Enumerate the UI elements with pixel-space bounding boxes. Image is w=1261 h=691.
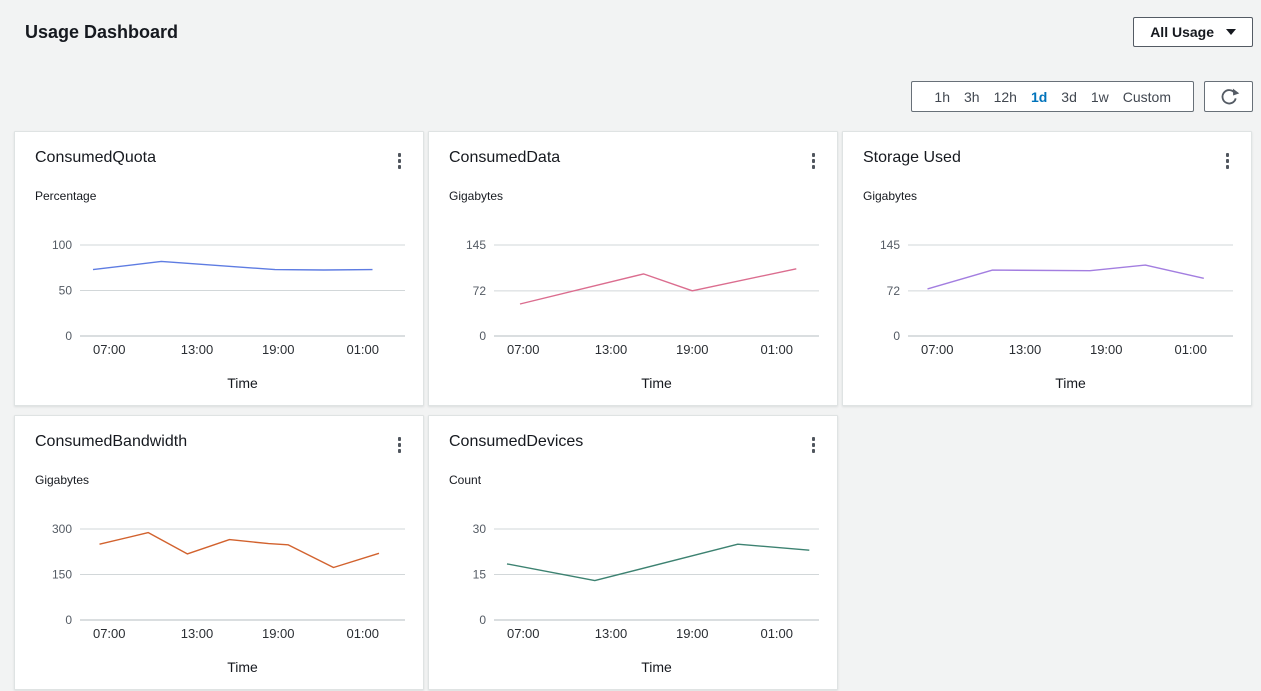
chart-card: ConsumedData Gigabytes 0 72 145 07:00 13:00 1… — [428, 131, 838, 406]
chart-xaxis-label: Time — [641, 374, 672, 391]
x-tick-label: 07:00 — [93, 626, 126, 641]
x-tick-label: 07:00 — [921, 342, 954, 357]
data-series-line — [92, 260, 373, 271]
chart-unit-label: Percentage — [35, 188, 97, 203]
y-tick-label: 0 — [65, 613, 72, 627]
time-range-1h[interactable]: 1h — [927, 89, 957, 105]
y-tick-label: 0 — [479, 329, 486, 343]
y-tick-label: 0 — [893, 329, 900, 343]
chart-title: ConsumedBandwidth — [35, 433, 188, 450]
y-tick-label: 50 — [59, 283, 73, 297]
time-range-1w[interactable]: 1w — [1084, 89, 1116, 105]
all-usage-dropdown-label: All Usage — [1150, 24, 1214, 40]
chart-card: ConsumedQuota Percentage 0 50 100 07:00 13:0… — [14, 131, 424, 406]
chart-card-header: ConsumedData — [449, 148, 817, 173]
data-series-line — [99, 531, 380, 568]
y-tick-label: 15 — [473, 567, 487, 581]
chart-unit-label: Gigabytes — [35, 472, 90, 487]
chart-card-header: ConsumedQuota — [35, 148, 403, 173]
data-series-line — [519, 267, 797, 305]
chart-unit-label: Count — [449, 472, 482, 487]
x-tick-label: 19:00 — [676, 626, 709, 641]
refresh-button[interactable] — [1204, 81, 1253, 112]
chart-canvas: 0 72 145 07:00 13:00 19:00 01:00 — [880, 238, 1233, 357]
y-tick-label: 145 — [880, 238, 900, 252]
x-tick-label: 19:00 — [262, 626, 295, 641]
chart-card: ConsumedDevices Count 0 15 30 07:00 13:00 19:… — [428, 415, 838, 690]
chart-title: ConsumedQuota — [35, 149, 156, 166]
x-tick-label: 01:00 — [760, 342, 793, 357]
page-title: Usage Dashboard — [25, 22, 179, 42]
x-tick-label: 19:00 — [1090, 342, 1123, 357]
chart-title: ConsumedDevices — [449, 433, 584, 450]
x-tick-label: 19:00 — [262, 342, 295, 357]
y-tick-label: 150 — [52, 567, 72, 581]
x-tick-label: 07:00 — [93, 342, 126, 357]
chart-title: Storage Used — [863, 149, 961, 166]
y-tick-label: 72 — [473, 283, 487, 297]
y-tick-label: 0 — [65, 329, 72, 343]
kebab-menu-icon[interactable] — [396, 149, 404, 173]
chart-unit-label: Gigabytes — [863, 188, 918, 203]
x-tick-label: 07:00 — [507, 342, 540, 357]
data-series-line — [927, 263, 1204, 290]
x-tick-label: 01:00 — [346, 626, 379, 641]
time-range-12h[interactable]: 12h — [987, 89, 1024, 105]
chart-canvas: 0 50 100 07:00 13:00 19:00 01:00 — [52, 238, 405, 357]
time-range-3h[interactable]: 3h — [957, 89, 987, 105]
chart-card: ConsumedBandwidth Gigabytes 0 150 300 07:00… — [14, 415, 424, 690]
chart-canvas: 0 15 30 07:00 13:00 19:00 01:00 — [473, 522, 819, 641]
chart-xaxis-label: Time — [227, 658, 258, 675]
kebab-menu-icon[interactable] — [810, 433, 818, 457]
chart-card-header: Storage Used — [863, 148, 1231, 173]
chart-unit-label: Gigabytes — [449, 188, 504, 203]
chart-title: ConsumedData — [449, 149, 561, 166]
chart-card: Storage Used Gigabytes 0 72 145 07:00 13:00 1… — [842, 131, 1252, 406]
x-tick-label: 01:00 — [346, 342, 379, 357]
time-range-1d[interactable]: 1d — [1024, 89, 1054, 105]
x-tick-label: 01:00 — [760, 626, 793, 641]
time-range-custom[interactable]: Custom — [1116, 89, 1178, 105]
kebab-menu-icon[interactable] — [810, 149, 818, 173]
chart-card-header: ConsumedDevices — [449, 432, 817, 457]
chart-card-header: ConsumedBandwidth — [35, 432, 403, 457]
x-tick-label: 13:00 — [595, 342, 628, 357]
chevron-down-icon — [1226, 29, 1236, 35]
x-tick-label: 13:00 — [595, 626, 628, 641]
y-tick-label: 72 — [887, 283, 901, 297]
refresh-icon — [1221, 88, 1239, 104]
y-tick-label: 300 — [52, 522, 72, 536]
y-tick-label: 30 — [473, 522, 487, 536]
x-tick-label: 07:00 — [507, 626, 540, 641]
chart-xaxis-label: Time — [227, 374, 258, 391]
y-tick-label: 145 — [466, 238, 486, 252]
dashboard-controls: 1h 3h 12h 1d 3d 1w Custom — [911, 81, 1253, 112]
chart-canvas: 0 150 300 07:00 13:00 19:00 01:00 — [52, 522, 405, 641]
data-series-line — [506, 543, 810, 581]
y-tick-label: 0 — [479, 613, 486, 627]
x-tick-label: 19:00 — [676, 342, 709, 357]
kebab-menu-icon[interactable] — [396, 433, 404, 457]
time-range-group: 1h 3h 12h 1d 3d 1w Custom — [911, 81, 1194, 112]
x-tick-label: 13:00 — [1009, 342, 1042, 357]
chart-xaxis-label: Time — [641, 658, 672, 675]
x-tick-label: 13:00 — [181, 342, 214, 357]
all-usage-dropdown-button[interactable]: All Usage — [1133, 17, 1253, 47]
chart-canvas: 0 72 145 07:00 13:00 19:00 01:00 — [466, 238, 819, 357]
chart-xaxis-label: Time — [1055, 374, 1086, 391]
x-tick-label: 13:00 — [181, 626, 214, 641]
y-tick-label: 100 — [52, 238, 72, 252]
time-range-3d[interactable]: 3d — [1054, 89, 1084, 105]
x-tick-label: 01:00 — [1174, 342, 1207, 357]
kebab-menu-icon[interactable] — [1224, 149, 1232, 173]
dashboard-grid: ConsumedQuota Percentage 0 50 100 07:00 13:0… — [14, 131, 1252, 690]
